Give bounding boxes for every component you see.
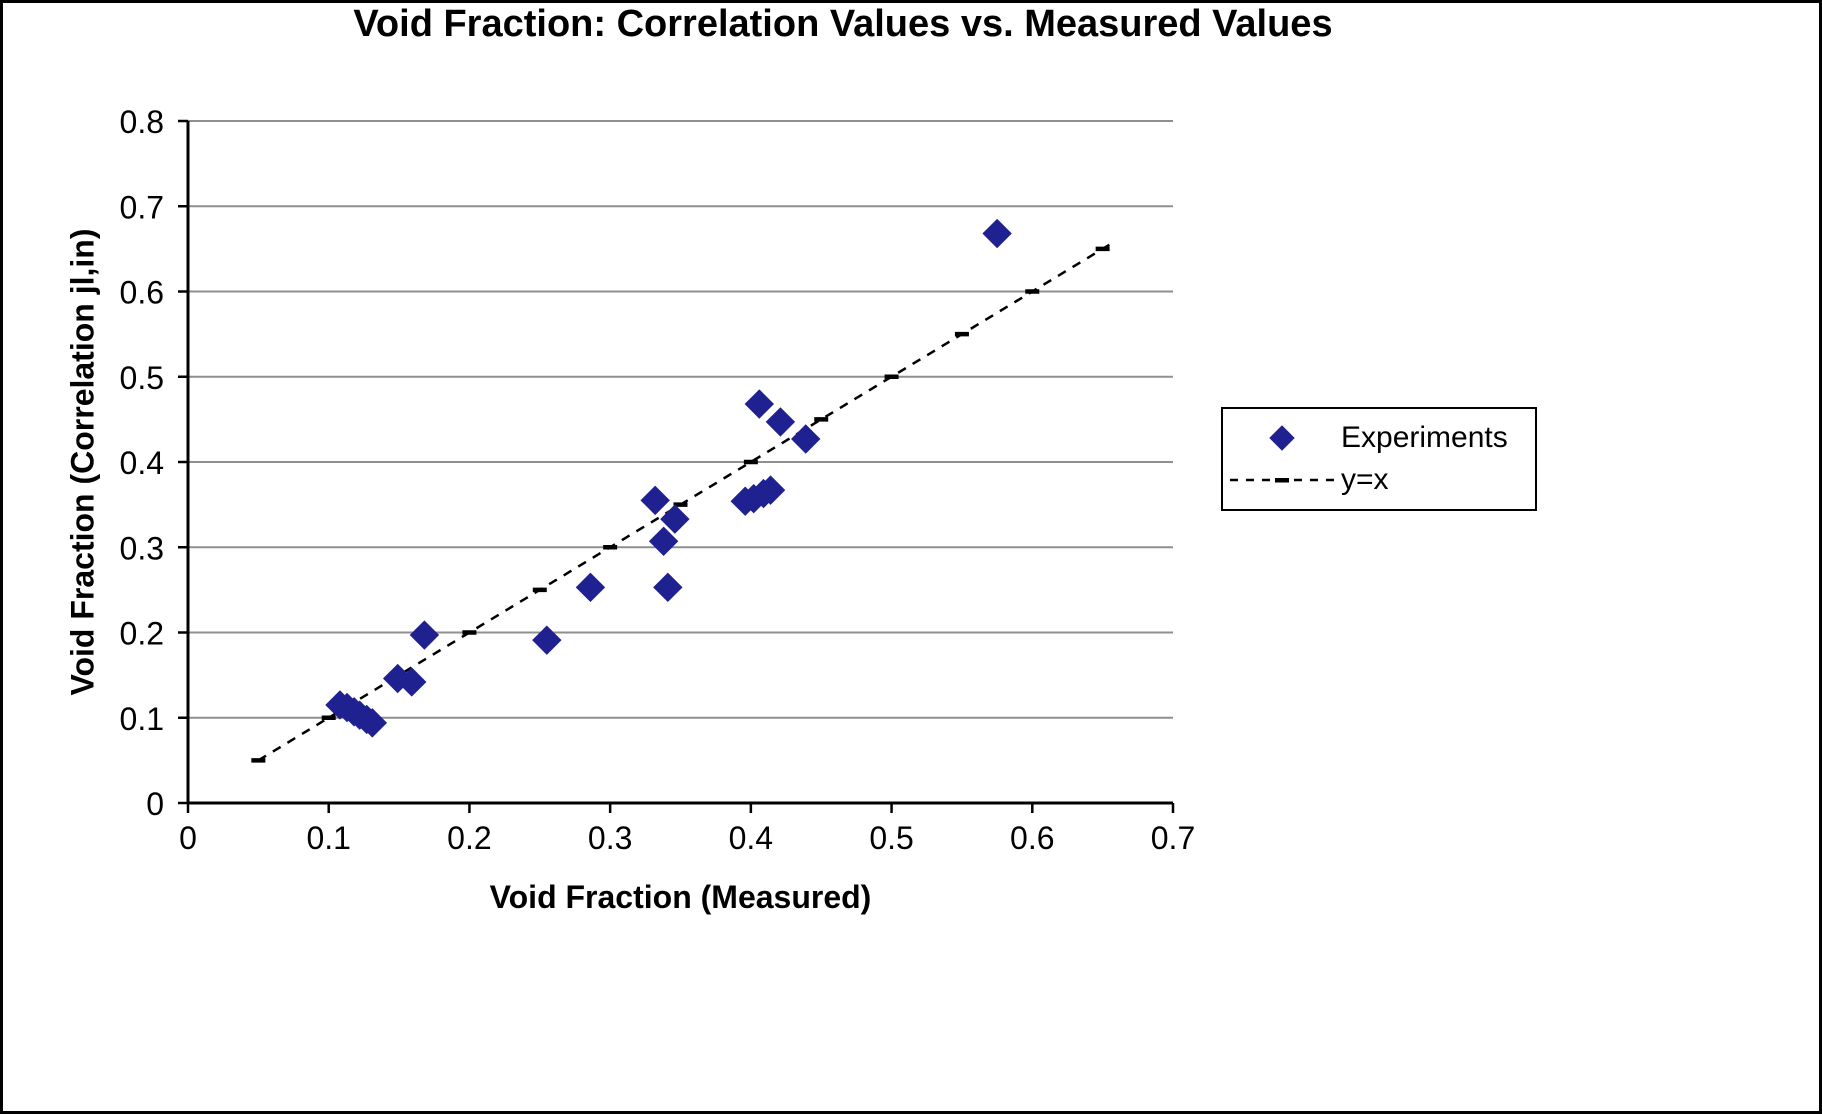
yx-dash-marker (603, 545, 618, 550)
yx-dash-marker (321, 715, 336, 720)
legend-entry-yx: y=x (1223, 465, 1535, 495)
y-axis-title: Void Fraction (Correlation jl,in) (64, 228, 101, 696)
data-point (791, 424, 821, 454)
legend-label-yx: y=x (1341, 463, 1389, 496)
data-point (755, 475, 786, 505)
x-tick-label: 0.2 (447, 820, 491, 856)
yx-dash-marker (251, 758, 266, 763)
y-tick-label: 0.1 (120, 701, 164, 737)
x-tick-label: 0.6 (1010, 820, 1054, 856)
x-axis-title: Void Fraction (Measured) (489, 879, 872, 915)
data-point (532, 625, 562, 655)
legend-entry-experiments: Experiments (1223, 423, 1535, 453)
yx-dash-marker (673, 502, 688, 507)
legend: Experiments y=x (1221, 407, 1537, 511)
x-tick-label: 0.3 (588, 820, 632, 856)
x-tick-label: 0 (179, 820, 197, 856)
scatter-plot-canvas: 0 0.1 0.2 0.3 0.4 0.5 0.6 0.7 0.8 0 0.1 0.2 0.3 0.4 0.… (120, 104, 1196, 856)
diamond-marker-icon (1269, 425, 1295, 451)
y-tick-label: 0.6 (120, 275, 164, 311)
data-point (575, 572, 606, 603)
legend-label-experiments: Experiments (1341, 421, 1508, 454)
y-tick-label: 0.5 (120, 360, 164, 396)
yx-marker-col (1223, 475, 1341, 485)
x-tick-label: 0.5 (869, 820, 913, 856)
yx-dash-marker (1025, 289, 1040, 294)
chart-title: Void Fraction: Correlation Values vs. Me… (353, 3, 1333, 45)
y-tick-label: 0 (146, 786, 164, 822)
data-point (397, 667, 427, 697)
yx-dash-marker (462, 630, 477, 635)
data-point (982, 218, 1012, 249)
y-tick-label: 0.4 (120, 445, 164, 481)
yx-dash-marker (1095, 246, 1110, 252)
data-point (653, 572, 683, 603)
data-point (744, 389, 775, 419)
data-point (765, 407, 796, 437)
yx-dash-marker (532, 587, 547, 593)
experiments-marker-col (1223, 425, 1341, 451)
data-point (640, 485, 670, 516)
y-tick-label: 0.7 (120, 189, 164, 225)
data-point (648, 526, 679, 556)
x-tick-label: 0.1 (306, 820, 350, 856)
data-point (357, 708, 388, 738)
y-tick-label: 0.8 (120, 104, 164, 140)
yx-dash-marker (884, 374, 899, 379)
y-tick-label: 0.3 (120, 530, 164, 566)
x-tick-label: 0.7 (1151, 820, 1195, 856)
yx-dash-marker (954, 331, 969, 337)
y-tick-label: 0.2 (120, 616, 164, 652)
data-point (660, 504, 690, 534)
dashed-line-icon (1230, 478, 1334, 483)
yx-dash-marker (743, 459, 758, 465)
yx-dash-marker (814, 417, 829, 422)
x-tick-label: 0.4 (729, 820, 773, 856)
data-point (409, 620, 440, 650)
